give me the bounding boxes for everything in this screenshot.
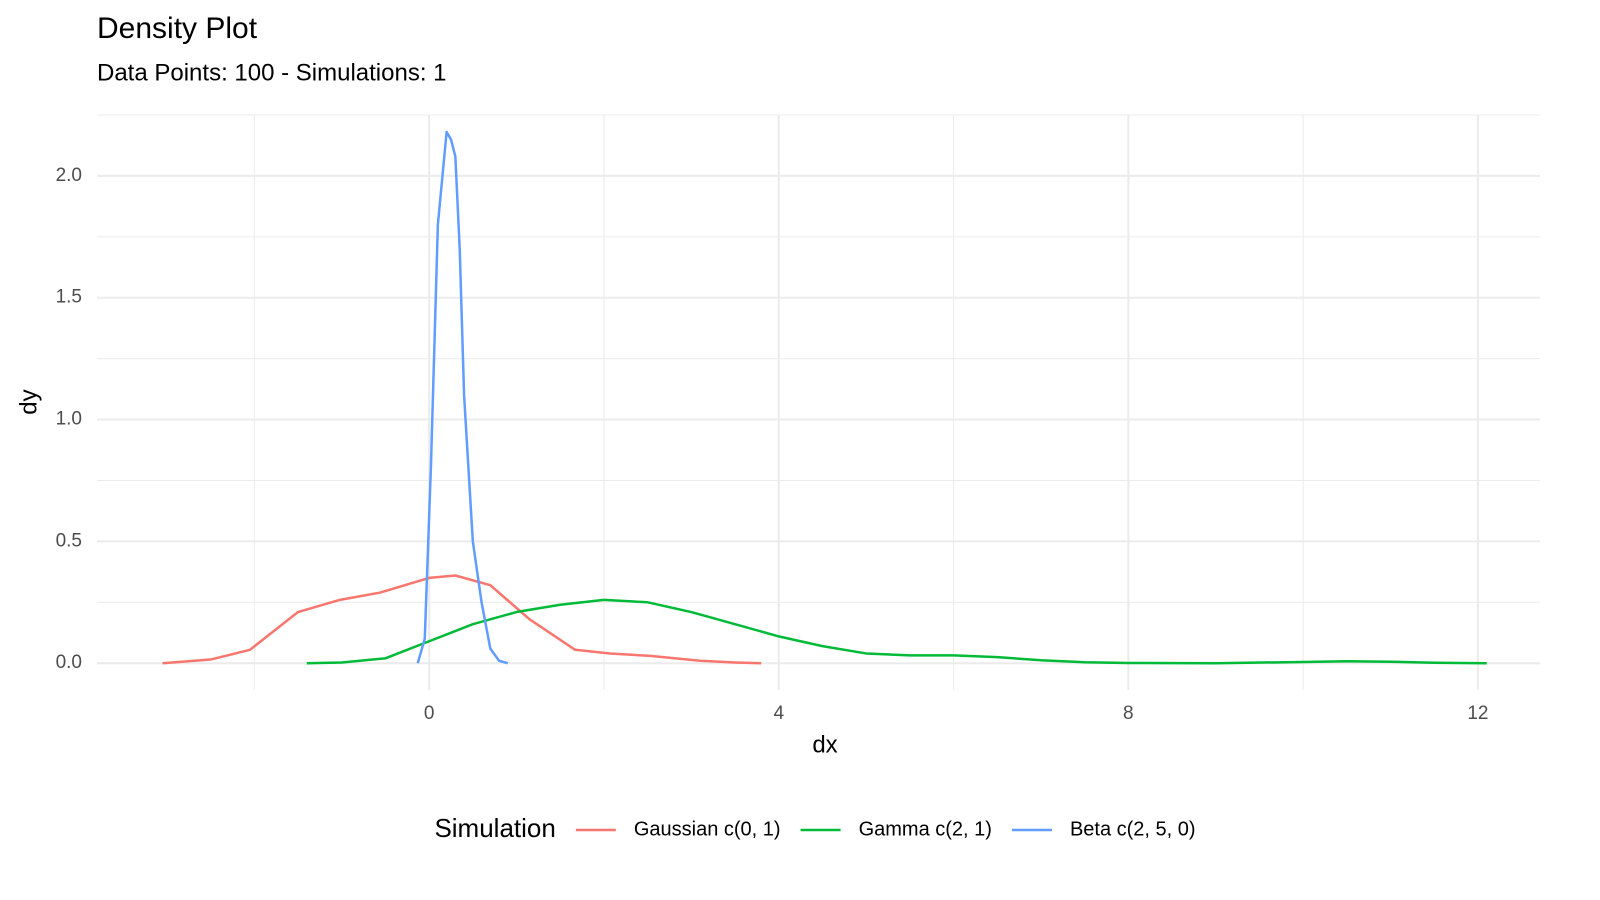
y-axis-title: dy xyxy=(15,389,42,414)
x-tick-label: 4 xyxy=(773,703,784,724)
density-line xyxy=(306,598,1487,665)
y-tick-label: 0.5 xyxy=(56,530,82,551)
x-axis-title: dx xyxy=(812,731,837,758)
x-tick-label: 8 xyxy=(1123,703,1134,724)
y-tick-label: 0.0 xyxy=(56,652,82,673)
y-tick-label: 1.5 xyxy=(56,287,82,308)
legend-title: Simulation xyxy=(434,813,555,843)
density-line xyxy=(162,574,762,665)
x-tick-label: 0 xyxy=(424,703,435,724)
density-line xyxy=(416,130,509,665)
chart-title: Density Plot xyxy=(97,12,258,45)
legend-label: Beta c(2, 5, 0) xyxy=(1070,818,1196,840)
x-tick-label: 12 xyxy=(1467,703,1488,724)
legend-label: Gaussian c(0, 1) xyxy=(634,818,781,840)
legend-label: Gamma c(2, 1) xyxy=(859,818,992,840)
y-tick-label: 2.0 xyxy=(56,165,82,186)
y-tick-label: 1.0 xyxy=(56,409,82,430)
chart-subtitle: Data Points: 100 - Simulations: 1 xyxy=(97,59,447,86)
